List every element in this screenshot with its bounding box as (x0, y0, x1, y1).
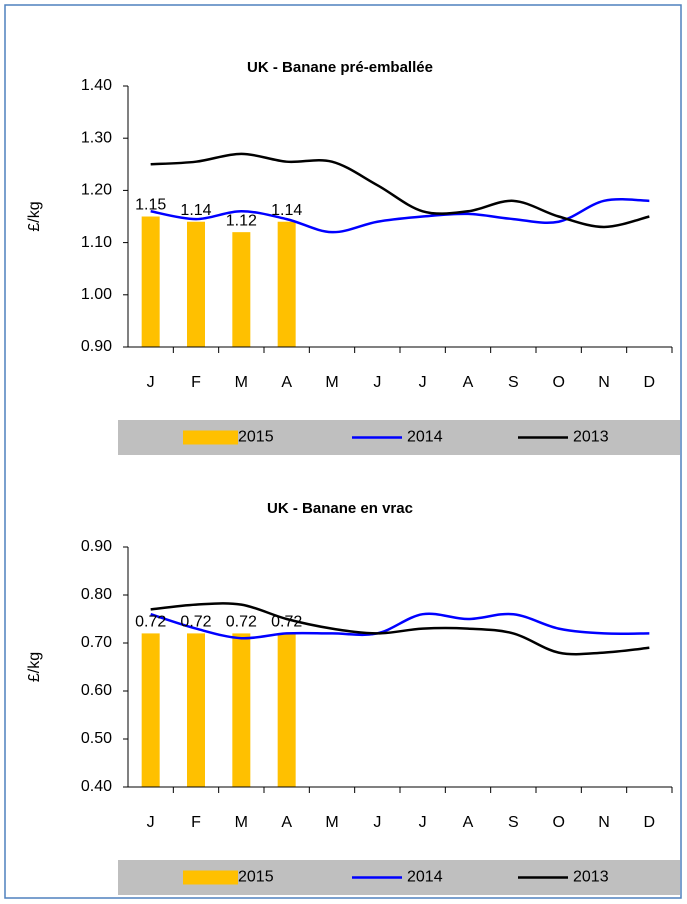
x-tick-label: D (644, 374, 656, 391)
legend-swatch (183, 870, 238, 885)
x-tick-label: N (598, 374, 610, 391)
chart-title: UK - Banane en vrac (267, 500, 413, 517)
chart-title: UK - Banane pré-emballée (247, 59, 433, 76)
y-tick-label: 1.00 (81, 286, 112, 303)
bar (277, 633, 296, 787)
bar (277, 221, 296, 347)
y-tick-label: 0.70 (81, 634, 112, 651)
data-label: 1.15 (135, 197, 166, 214)
data-label: 0.72 (226, 614, 257, 631)
x-tick-label: M (325, 814, 338, 831)
y-tick-label: 0.60 (81, 682, 112, 699)
legend-label: 2015 (238, 429, 274, 446)
line (150, 152, 650, 229)
x-tick-label: F (191, 814, 201, 831)
y-axis-label: £/kg (26, 201, 43, 231)
bar (141, 633, 160, 787)
x-tick-label: A (281, 814, 292, 831)
x-tick-label: O (552, 374, 564, 391)
legend-label: 2014 (407, 869, 443, 886)
x-tick-label: O (552, 814, 564, 831)
bar (232, 633, 251, 787)
x-tick-label: J (419, 814, 427, 831)
line (150, 198, 650, 234)
line (150, 602, 650, 656)
data-label: 0.72 (135, 614, 166, 631)
y-tick-label: 0.90 (81, 338, 112, 355)
x-tick-label: J (419, 374, 427, 391)
x-tick-label: A (463, 374, 474, 391)
bar (232, 232, 251, 347)
x-tick-label: J (147, 374, 155, 391)
legend-label: 2013 (573, 429, 609, 446)
data-label: 1.14 (180, 202, 211, 219)
bar (141, 216, 160, 347)
x-tick-label: M (325, 374, 338, 391)
y-tick-label: 1.10 (81, 234, 112, 251)
line (150, 612, 650, 640)
bar (187, 633, 205, 787)
bar (187, 221, 205, 347)
data-label: 1.14 (271, 202, 302, 219)
legend-swatch (183, 430, 238, 445)
x-tick-label: A (281, 374, 292, 391)
legend-label: 2013 (573, 869, 609, 886)
x-tick-label: M (235, 814, 248, 831)
x-tick-label: J (373, 374, 381, 391)
data-label: 0.72 (271, 614, 302, 631)
x-tick-label: D (644, 814, 656, 831)
legend-label: 2015 (238, 869, 274, 886)
x-tick-label: J (147, 814, 155, 831)
x-tick-label: S (508, 814, 519, 831)
x-tick-label: N (598, 814, 610, 831)
y-tick-label: 1.20 (81, 182, 112, 199)
x-tick-label: M (235, 374, 248, 391)
x-tick-label: J (373, 814, 381, 831)
y-tick-label: 0.40 (81, 778, 112, 795)
y-tick-label: 0.80 (81, 586, 112, 603)
y-axis-label: £/kg (26, 652, 43, 682)
legend-label: 2014 (407, 429, 443, 446)
y-tick-label: 1.40 (81, 77, 112, 94)
y-tick-label: 0.50 (81, 730, 112, 747)
y-tick-label: 0.90 (81, 538, 112, 555)
x-tick-label: A (463, 814, 474, 831)
x-tick-label: S (508, 374, 519, 391)
data-label: 0.72 (180, 614, 211, 631)
y-tick-label: 1.30 (81, 129, 112, 146)
x-tick-label: F (191, 374, 201, 391)
data-label: 1.12 (226, 212, 257, 229)
